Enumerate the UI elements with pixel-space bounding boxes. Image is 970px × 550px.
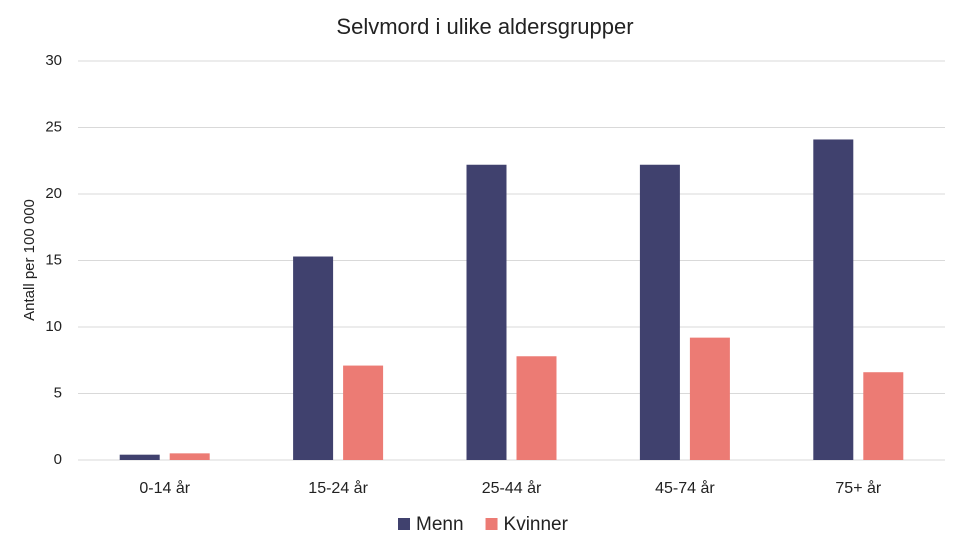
x-tick-label: 75+ år <box>835 479 881 497</box>
x-tick-label: 15-24 år <box>308 479 368 497</box>
bar <box>169 453 210 460</box>
legend-swatch <box>485 518 498 530</box>
legend-label: Kvinner <box>504 514 569 535</box>
x-tick-label: 45-74 år <box>655 479 715 497</box>
y-tick-label: 25 <box>45 118 62 135</box>
bar <box>813 139 854 460</box>
bar <box>689 337 730 460</box>
y-tick-label: 10 <box>45 318 62 335</box>
bar <box>516 356 557 460</box>
bar <box>863 372 904 460</box>
y-axis-label: Antall per 100 000 <box>21 199 38 321</box>
bar <box>639 164 680 461</box>
y-tick-label: 30 <box>45 52 62 69</box>
bar <box>466 164 507 461</box>
y-tick-label: 5 <box>54 384 62 401</box>
bar <box>343 365 384 460</box>
bar <box>119 454 160 460</box>
y-tick-label: 0 <box>54 451 62 468</box>
y-tick-label: 20 <box>45 185 62 202</box>
bar <box>293 256 334 460</box>
y-tick-label: 15 <box>45 251 62 268</box>
legend-label: Menn <box>416 514 464 535</box>
legend-swatch <box>398 518 410 530</box>
x-tick-label: 0-14 år <box>139 479 190 497</box>
x-tick-label: 25-44 år <box>482 479 542 497</box>
chart-title: Selvmord i ulike aldersgrupper <box>336 14 633 39</box>
